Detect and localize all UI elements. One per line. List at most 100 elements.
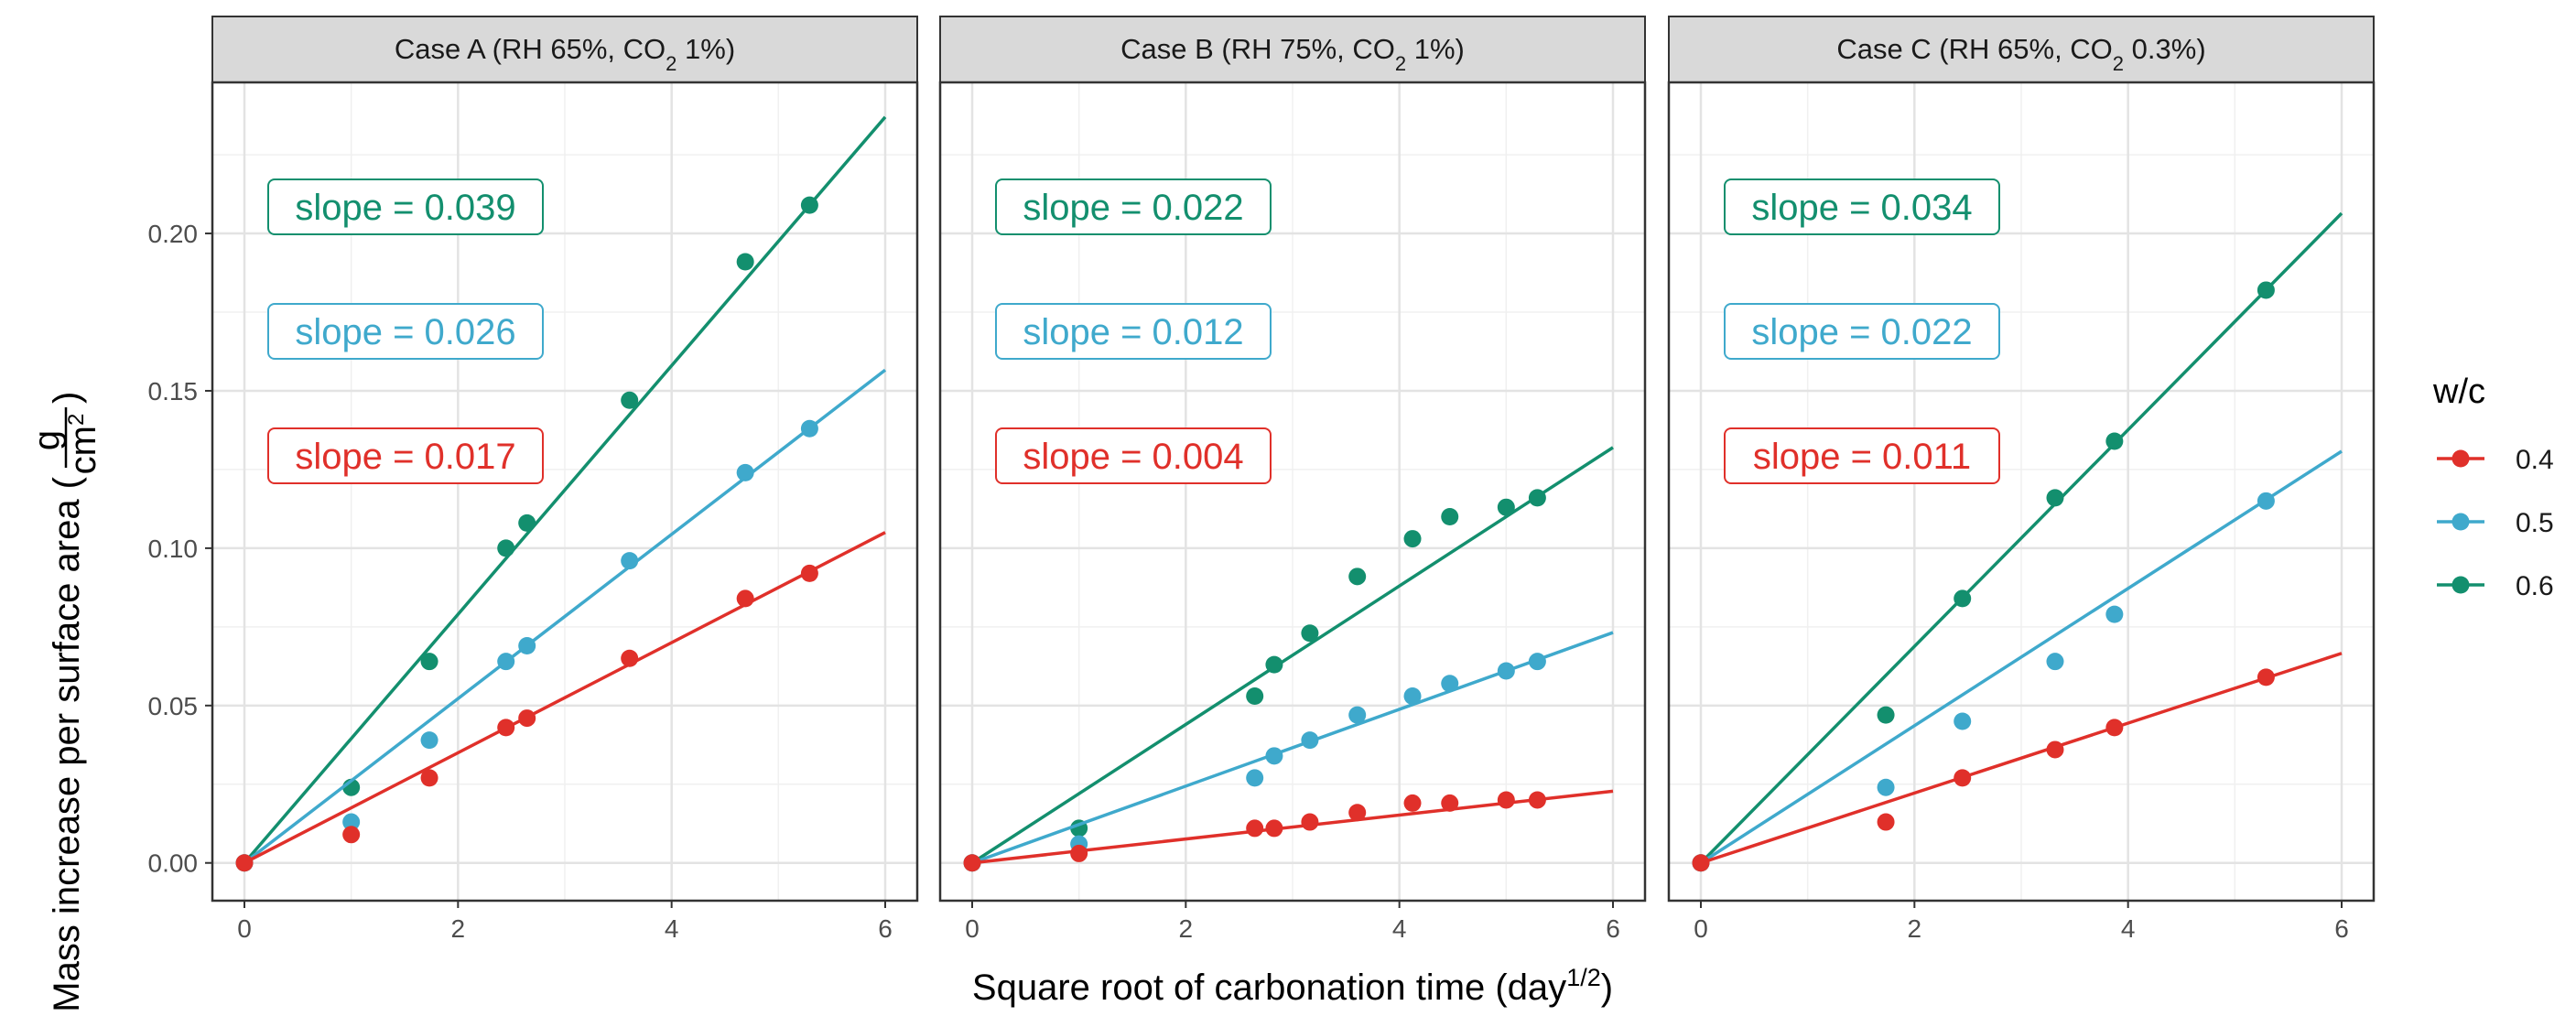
slope-label-text: slope = 0.022 [1023, 188, 1243, 228]
y-tick-label: 0.05 [148, 692, 199, 720]
slope-label-box [267, 178, 544, 235]
y-tick-label: 0.20 [148, 220, 199, 248]
slope-label-text: slope = 0.004 [1023, 437, 1243, 477]
x-tick-label: 0 [237, 914, 252, 943]
data-point [963, 854, 981, 872]
facet-strip [1668, 16, 2375, 83]
data-point [1528, 653, 1546, 671]
x-axis: 0 2 4 6 [965, 901, 1620, 943]
legend-key-point [2452, 449, 2470, 468]
x-axis-title: Square root of carbonation time (day1/2) [972, 964, 1613, 1008]
facet-panel-2: Case B (RH 75%, CO2 1%)slope = 0.022slop… [938, 16, 1647, 943]
data-point [1441, 675, 1459, 693]
data-point [342, 813, 361, 831]
data-point [497, 719, 515, 737]
data-point [800, 564, 818, 582]
data-point [518, 709, 536, 728]
data-point [1954, 589, 1972, 608]
fit-line [1700, 449, 2343, 865]
slope-label-0.6: slope = 0.022 [995, 178, 1272, 235]
data-point [736, 463, 754, 481]
slope-label-text: slope = 0.022 [1751, 312, 1972, 352]
data-point [621, 552, 639, 570]
legend-entry-0.4: 0.4 [2437, 445, 2554, 475]
data-point [2046, 653, 2064, 671]
y-tick-label: 0.15 [148, 377, 199, 405]
data-point [1265, 655, 1283, 674]
strip-text-subscript: 2 [2113, 52, 2124, 75]
slope-label-text: slope = 0.026 [295, 312, 515, 352]
data-point [1877, 778, 1895, 796]
facet-strip-label: Case A (RH 65%, CO2 1%) [395, 33, 735, 75]
data-point [235, 854, 254, 872]
data-point [1070, 844, 1088, 862]
strip-text-subscript: 2 [666, 52, 676, 75]
legend-label: 0.4 [2516, 445, 2554, 475]
x-axis-title-text: Square root of carbonation time (day [972, 968, 1566, 1008]
legend-label: 0.5 [2516, 508, 2554, 538]
slope-label-text: slope = 0.034 [1751, 188, 1972, 228]
data-point [736, 253, 754, 271]
facets-layer: Case A (RH 65%, CO2 1%) slope = 0.039 slop… [211, 16, 2376, 943]
series-0.6 [235, 115, 887, 872]
slope-label-box [267, 427, 544, 484]
data-point [420, 653, 438, 671]
data-point [1348, 568, 1367, 586]
x-tick-label: 2 [1179, 914, 1194, 943]
slope-label-0.5: slope = 0.026 [267, 303, 544, 360]
slope-label-box [1724, 427, 2000, 484]
fit-line [1700, 652, 2343, 865]
slope-label-box [267, 303, 544, 360]
gridlines [1669, 82, 2374, 901]
data-point [1441, 508, 1459, 526]
x-tick-label: 6 [2334, 914, 2349, 943]
x-axis-title-group: Square root of carbonation time (day1/2) [972, 964, 1613, 1008]
series-0.4 [963, 789, 1614, 872]
y-axis-title-fraction-numerator: g [27, 430, 67, 450]
series-0.4 [235, 531, 886, 872]
data-point [2046, 741, 2064, 759]
slope-label-text: slope = 0.012 [1023, 312, 1243, 352]
slope-label-text: slope = 0.039 [295, 188, 515, 228]
strip-text-main: Case A (RH 65%, CO [395, 33, 666, 65]
facet-panel-3: Case C (RH 65%, CO2 0.3%) slope = 0.034 sl… [1667, 16, 2376, 943]
legend-key-point [2452, 576, 2470, 594]
slope-label-text: slope = 0.017 [295, 437, 515, 477]
data-point [621, 391, 639, 409]
data-point [2046, 489, 2064, 507]
x-tick-label: 6 [1606, 914, 1620, 943]
data-point [420, 769, 438, 787]
x-tick-label: 2 [1908, 914, 1922, 943]
slope-label-0.5: slope = 0.012 [995, 303, 1272, 360]
data-point [2105, 432, 2124, 450]
facet-strip [211, 16, 918, 83]
slope-label-0.4: slope = 0.017 [267, 427, 544, 484]
data-point [1441, 794, 1459, 812]
slope-label-0.6: slope = 0.039 [267, 178, 544, 235]
facet-strip-label: Case C (RH 65%, CO2 0.3%) [1836, 33, 2205, 75]
x-axis-title-superscript: 1/2 [1566, 964, 1601, 991]
facet-panel-1: Case A (RH 65%, CO2 1%) slope = 0.039 slop… [211, 16, 919, 943]
x-tick-label: 4 [665, 914, 679, 943]
panel-border [1667, 81, 2376, 903]
slope-label-0.4: slope = 0.011 [1724, 427, 2000, 484]
slope-label-box [995, 178, 1272, 235]
fit-line [243, 115, 887, 864]
data-point [1692, 854, 1710, 872]
y-axis-title-close: ) [47, 392, 87, 404]
data-point [497, 539, 515, 557]
data-point [2105, 719, 2124, 737]
gridlines [212, 82, 917, 901]
x-tick-label: 4 [2121, 914, 2136, 943]
x-axis: 0 2 4 6 [237, 901, 893, 943]
series-0.4 [1692, 652, 2343, 872]
data-point [1497, 498, 1515, 516]
slope-label-0.5: slope = 0.022 [1724, 303, 2000, 360]
y-axis: 0.00 0.05 0.10 0.15 0.20 Mass increase per su… [27, 220, 212, 1012]
strip-text-subscript: 2 [1395, 52, 1406, 75]
data-point [1301, 624, 1319, 643]
data-point [1403, 794, 1422, 812]
data-point [736, 589, 754, 608]
slope-label-box [1724, 303, 2000, 360]
